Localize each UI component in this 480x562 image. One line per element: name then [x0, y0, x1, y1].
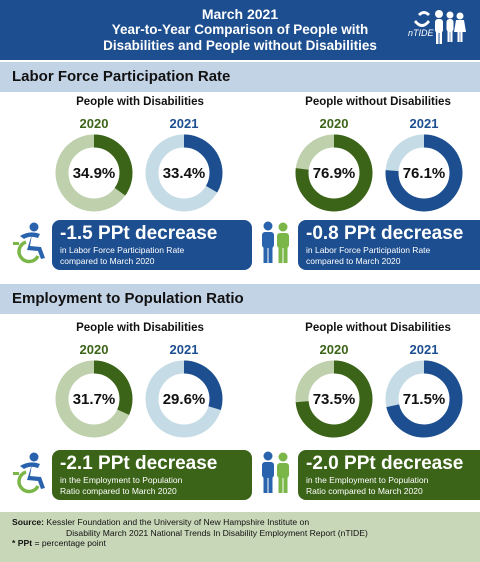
donut-chart: 76.9% — [295, 134, 373, 212]
donut-chart: 34.9% — [55, 134, 133, 212]
source-line-2: Disability March 2021 National Trends In… — [12, 528, 468, 539]
donut-value-label: 34.9% — [73, 165, 116, 182]
change-callout: -1.5 PPt decrease in Labor Force Partici… — [52, 220, 252, 270]
source-label: Source: — [12, 517, 44, 527]
change-value: -1.5 PPt decrease — [60, 223, 218, 244]
change-callout: -0.8 PPt decrease in Labor Force Partici… — [298, 220, 480, 270]
ntide-logo: nTIDE — [408, 6, 472, 52]
section-title: Employment to Population Ratio — [12, 290, 244, 307]
year-label: 2020 — [79, 116, 109, 131]
donut-value-arc — [55, 134, 133, 212]
change-value: -0.8 PPt decrease — [306, 223, 464, 244]
logo-people-icon — [414, 10, 466, 44]
donut-chart: 76.1% — [385, 134, 463, 212]
group-title: People with Disabilities — [76, 96, 204, 108]
year-label: 2020 — [319, 342, 349, 357]
year-label: 2020 — [79, 342, 109, 357]
change-value: -2.1 PPt decrease — [60, 453, 218, 474]
donut-value-arc — [385, 360, 463, 438]
donut-value-label: 73.5% — [313, 391, 356, 408]
ppt-text: = percentage point — [34, 538, 106, 548]
donut-value-arc — [385, 134, 463, 212]
group-title: People without Disabilities — [305, 96, 451, 108]
ppt-footnote: * PPt = percentage point — [12, 538, 468, 549]
year-label: 2021 — [409, 116, 439, 131]
header-titles: March 2021 Year-to-Year Comparison of Pe… — [0, 6, 480, 54]
change-detail: compared to March 2020 — [306, 255, 401, 266]
accessibility-icon — [13, 222, 45, 264]
section-bar-epr: Employment to Population Ratio — [0, 284, 480, 314]
donut-value-label: 31.7% — [73, 391, 116, 408]
source-footer: Source: Kessler Foundation and the Unive… — [0, 512, 480, 562]
change-detail: in Labor Force Participation Rate — [60, 245, 185, 255]
donut-value-arc — [55, 360, 133, 438]
group-title: People with Disabilities — [76, 322, 204, 334]
source-line-1: Source: Kessler Foundation and the Unive… — [12, 517, 468, 528]
donut-chart: 31.7% — [55, 360, 133, 438]
ppt-label: * PPt — [12, 538, 33, 548]
year-label: 2021 — [169, 116, 199, 131]
source-text: Kessler Foundation and the University of… — [46, 517, 310, 527]
header-line-3: Disabilities and People without Disabili… — [103, 38, 377, 53]
change-detail: in the Employment to Population — [306, 475, 429, 485]
section-title: Labor Force Participation Rate — [12, 68, 231, 85]
donut-value-label: 76.9% — [313, 165, 356, 182]
change-callout: -2.0 PPt decrease in the Employment to P… — [298, 450, 480, 500]
year-label: 2020 — [319, 116, 349, 131]
donut-value-arc — [295, 360, 373, 438]
change-detail: in Labor Force Participation Rate — [306, 245, 431, 255]
change-detail: Ratio compared to March 2020 — [60, 485, 177, 496]
donut-chart: 71.5% — [385, 360, 463, 438]
donut-value-label: 33.4% — [163, 165, 206, 182]
header-line-2: Year-to-Year Comparison of People with — [111, 22, 369, 37]
change-detail: compared to March 2020 — [60, 255, 155, 266]
donut-value-label: 76.1% — [403, 165, 446, 182]
people-icon — [262, 451, 289, 493]
change-value: -2.0 PPt decrease — [306, 453, 464, 474]
donut-chart: 33.4% — [145, 134, 223, 212]
people-icon — [262, 221, 289, 263]
donut-value-label: 29.6% — [163, 391, 206, 408]
section-bar-lfpr: Labor Force Participation Rate — [0, 62, 480, 92]
header-banner: March 2021 Year-to-Year Comparison of Pe… — [0, 0, 480, 60]
year-label: 2021 — [409, 342, 439, 357]
group-title: People without Disabilities — [305, 322, 451, 334]
donut-value-arc — [145, 360, 223, 438]
donut-chart: 29.6% — [145, 360, 223, 438]
change-detail: in the Employment to Population — [60, 475, 183, 485]
year-label: 2021 — [169, 342, 199, 357]
source-text: Disability March 2021 National Trends In… — [66, 527, 368, 538]
donut-chart: 73.5% — [295, 360, 373, 438]
change-callout: -2.1 PPt decrease in the Employment to P… — [52, 450, 252, 500]
change-detail: Ratio compared to March 2020 — [306, 485, 423, 496]
accessibility-icon — [13, 452, 45, 494]
header-line-1: March 2021 — [201, 6, 279, 22]
donut-value-arc — [295, 134, 373, 212]
logo-text: nTIDE — [408, 28, 434, 38]
donut-value-label: 71.5% — [403, 391, 446, 408]
donut-value-arc — [145, 134, 223, 212]
